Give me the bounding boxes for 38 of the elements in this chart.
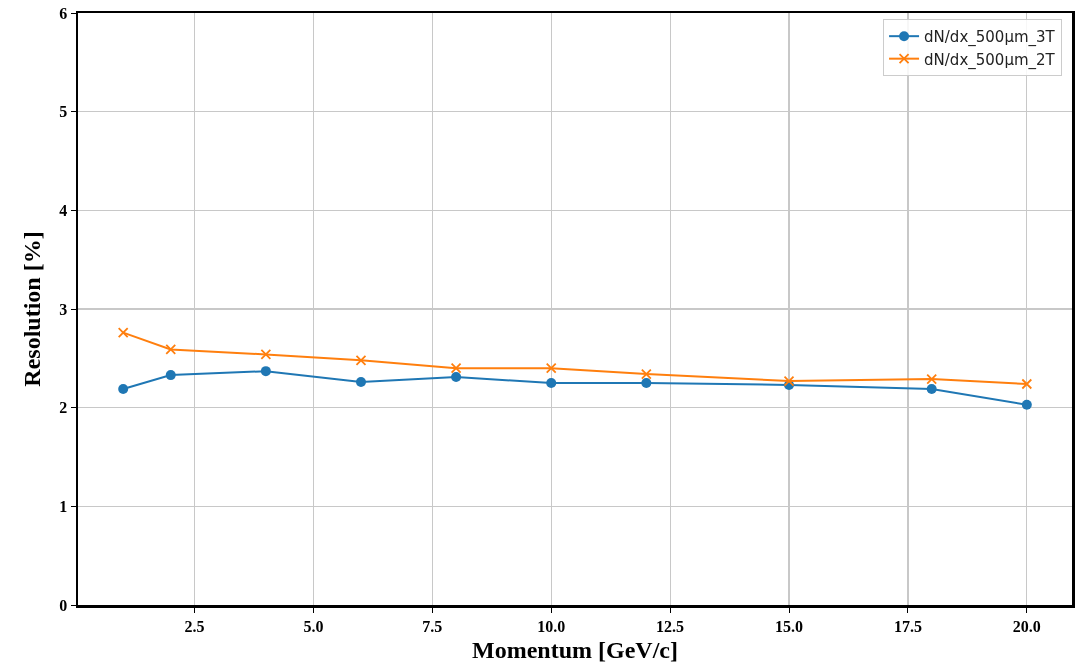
point	[355, 354, 367, 366]
legend-label: dN/dx_500μm_3T	[924, 28, 1056, 48]
y-tick-label: 3	[59, 300, 68, 318]
point	[165, 370, 176, 381]
point	[926, 383, 937, 394]
y-tick-label: 2	[59, 399, 68, 417]
x-tick-label: 7.5	[422, 617, 443, 635]
point	[117, 327, 129, 339]
point	[451, 372, 462, 383]
y-tick-label: 4	[59, 201, 68, 219]
x-tick-label: 2.5	[184, 617, 205, 635]
point	[165, 344, 177, 355]
point	[641, 378, 652, 388]
point	[355, 377, 366, 388]
point	[783, 375, 795, 387]
y-tick-label: 6	[59, 4, 68, 22]
y-tick-label: 5	[59, 103, 68, 121]
x-tick-label: 10.0	[537, 617, 566, 635]
point	[1021, 378, 1033, 390]
point	[260, 366, 271, 377]
x-tick-label: 20.0	[1012, 617, 1041, 635]
legend-label: dN/dx_500μm_2T	[924, 50, 1056, 70]
point	[450, 362, 462, 374]
x-tick-label: 17.5	[893, 617, 922, 635]
y-axis-title: Resolution [%]	[19, 231, 46, 387]
point	[926, 373, 938, 385]
point	[640, 368, 652, 380]
point	[1021, 399, 1032, 410]
y-tick-label: 1	[59, 497, 68, 515]
x-tick-label: 5.0	[303, 617, 324, 635]
x-tick-label: 12.5	[656, 617, 685, 635]
point	[118, 383, 129, 394]
point	[545, 362, 557, 374]
point	[260, 348, 272, 360]
point	[546, 378, 557, 388]
x-tick-label: 15.0	[775, 617, 804, 635]
x-axis-title: Momentum [GeV/c]	[472, 637, 678, 664]
y-tick-label: 0	[59, 596, 68, 614]
